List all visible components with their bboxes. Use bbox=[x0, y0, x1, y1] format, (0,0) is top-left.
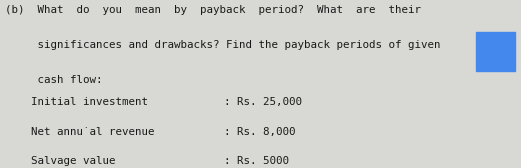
Text: Initial investment: Initial investment bbox=[5, 97, 148, 108]
Text: cash flow:: cash flow: bbox=[5, 75, 103, 85]
Text: : Rs. 8,000: : Rs. 8,000 bbox=[224, 127, 295, 137]
Text: significances and drawbacks? Find the payback periods of given: significances and drawbacks? Find the pa… bbox=[5, 40, 441, 50]
Text: (b)  What  do  you  mean  by  payback  period?  What  are  their: (b) What do you mean by payback period? … bbox=[5, 5, 421, 15]
Text: : Rs. 25,000: : Rs. 25,000 bbox=[224, 97, 302, 108]
Text: Salvage value: Salvage value bbox=[5, 156, 116, 166]
Text: Net annu̇al revenue: Net annu̇al revenue bbox=[5, 127, 155, 137]
Text: : Rs. 5000: : Rs. 5000 bbox=[224, 156, 289, 166]
